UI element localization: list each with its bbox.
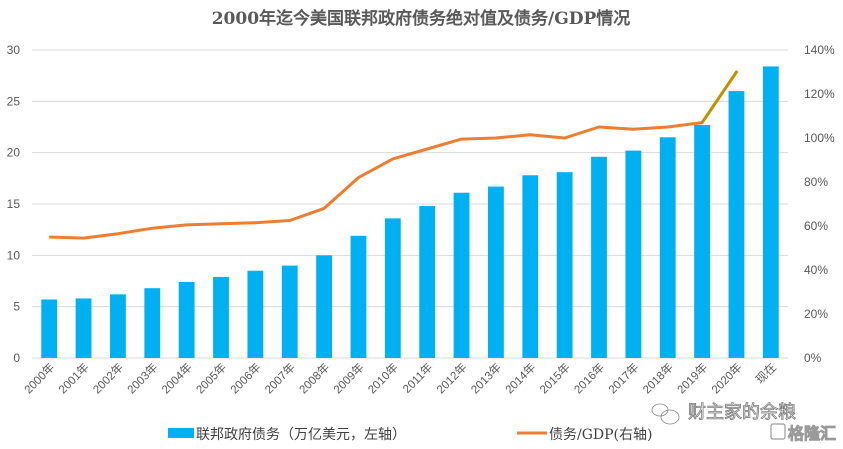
bar-2011年	[419, 206, 436, 358]
wechat-icon	[651, 403, 680, 425]
x-tick-label: 2006年	[227, 360, 263, 396]
bar-2001年	[75, 298, 92, 358]
bar-2009年	[350, 235, 367, 358]
bar-2012年	[453, 192, 470, 358]
bar-2006年	[247, 270, 264, 358]
right-tick-label: 80%	[804, 175, 828, 189]
x-axis-ticks: 2000年 2001年 2002年 2003年 2004年 2005年 2006年 2007年…	[21, 360, 779, 396]
wechat-watermark: 财主家的余粮	[651, 402, 796, 425]
chart-title: 2000年迄今美国联邦政府债务绝对值及债务/GDP情况	[212, 8, 631, 29]
x-tick-label: 2016年	[571, 360, 607, 396]
bar-2007年	[281, 265, 298, 358]
left-tick-label: 15	[7, 197, 21, 211]
bar-2013年	[488, 186, 504, 358]
x-tick-label: 2005年	[193, 360, 229, 396]
x-tick-label: 2004年	[159, 360, 195, 396]
left-tick-label: 25	[7, 94, 21, 108]
right-tick-label: 60%	[804, 219, 828, 233]
bar-2020年	[728, 91, 745, 359]
bar-2018年	[659, 137, 676, 358]
right-tick-label: 120%	[804, 87, 835, 101]
bar-2004年	[178, 282, 195, 358]
left-tick-label: 30	[7, 43, 21, 57]
right-tick-label: 100%	[804, 131, 835, 145]
left-tick-label: 20	[7, 146, 21, 160]
left-axis-ticks: 0 5 10 15 20 25 30	[7, 43, 21, 365]
legend: 联邦政府债务（万亿美元，左轴） 债务/GDP(右轴)	[168, 427, 652, 443]
debt-gdp-line-2020	[700, 70, 738, 125]
left-tick-label: 10	[7, 248, 21, 262]
x-tick-label: 2019年	[674, 360, 710, 396]
legend-label-ratio: 债务/GDP(右轴)	[549, 427, 652, 443]
wechat-account-name: 财主家的余粮	[688, 402, 796, 423]
right-tick-label: 20%	[804, 307, 828, 321]
bar-series	[41, 66, 779, 359]
debt-gdp-line	[49, 121, 703, 240]
x-tick-label: 现在	[753, 361, 778, 386]
gelonghui-logo-icon	[770, 423, 786, 440]
bar-2019年	[694, 124, 710, 359]
bar-2016年	[591, 156, 607, 358]
right-tick-label: 40%	[804, 263, 828, 277]
bar-2000年	[41, 299, 58, 358]
legend-swatch-debt	[168, 428, 194, 438]
bar-2005年	[213, 276, 229, 358]
x-tick-label: 2011年	[400, 360, 436, 396]
x-tick-label: 2013年	[468, 360, 504, 396]
x-tick-label: 2010年	[365, 360, 401, 396]
x-tick-label: 2000年	[21, 360, 57, 396]
x-tick-label: 2009年	[330, 360, 366, 396]
left-tick-label: 0	[13, 351, 20, 365]
site-name: 格隆汇	[788, 424, 836, 443]
bar-2008年	[316, 255, 332, 358]
bar-现在	[762, 66, 779, 358]
x-tick-label: 2007年	[262, 360, 298, 396]
x-tick-label: 2020年	[708, 360, 744, 396]
bar-2002年	[110, 294, 126, 358]
x-tick-label: 2017年	[605, 360, 641, 396]
x-tick-label: 2018年	[640, 360, 676, 396]
bar-2010年	[384, 218, 401, 358]
x-tick-label: 2003年	[124, 360, 160, 396]
legend-label-debt: 联邦政府债务（万亿美元，左轴）	[196, 427, 406, 443]
bar-2003年	[144, 288, 161, 358]
right-tick-label: 0%	[804, 351, 822, 365]
bar-2015年	[556, 172, 573, 358]
right-axis-ticks: 0% 20% 40% 60% 80% 100% 120% 140%	[804, 43, 835, 365]
x-tick-label: 2008年	[296, 360, 332, 396]
site-watermark: 格隆汇	[770, 423, 836, 443]
x-tick-label: 2002年	[90, 360, 126, 396]
x-tick-label: 2012年	[434, 360, 470, 396]
right-tick-label: 140%	[804, 43, 835, 57]
line-series	[49, 70, 738, 240]
left-tick-label: 5	[13, 300, 20, 314]
bar-2014年	[522, 175, 539, 358]
bar-2017年	[625, 150, 642, 358]
x-tick-label: 2014年	[502, 360, 538, 396]
x-tick-label: 2015年	[537, 360, 573, 396]
x-tick-label: 2001年	[56, 360, 92, 396]
